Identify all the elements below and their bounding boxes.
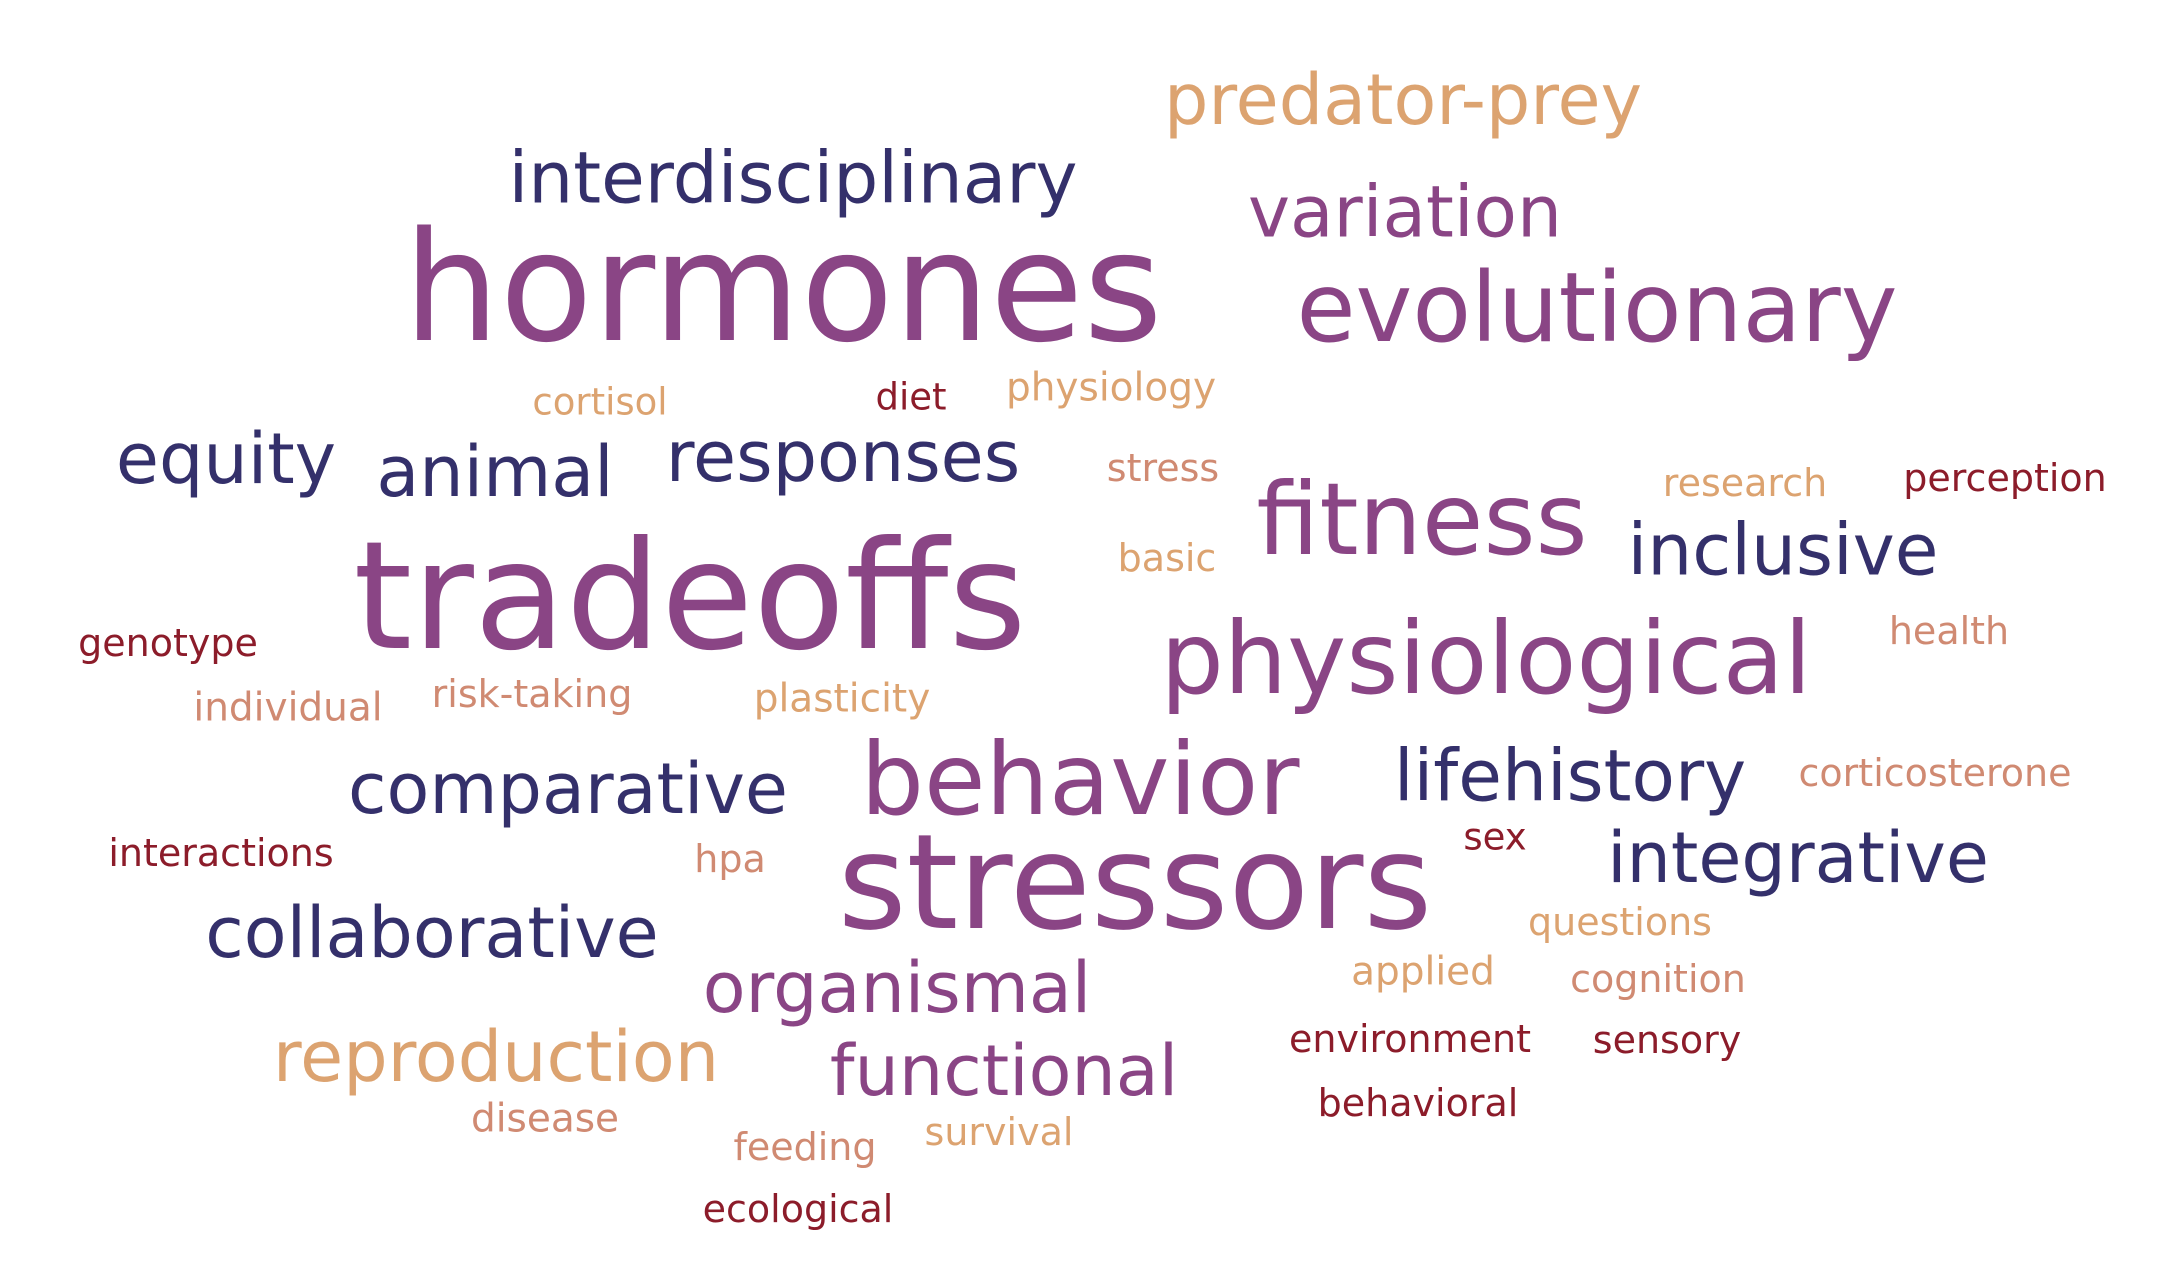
- word-tradeoffs: tradeoffs: [353, 510, 1027, 684]
- word-sensory: sensory: [1592, 1018, 1742, 1062]
- word-diet: diet: [875, 375, 947, 419]
- word-health: health: [1888, 609, 2010, 653]
- word-sex: sex: [1463, 815, 1527, 859]
- word-stress: stress: [1106, 446, 1220, 490]
- word-interactions: interactions: [108, 831, 334, 875]
- word-animal: animal: [376, 431, 614, 513]
- word-behavior: behavior: [860, 721, 1300, 838]
- word-plasticity: plasticity: [753, 676, 931, 722]
- word-environment: environment: [1288, 1017, 1532, 1061]
- word-fitness: fitness: [1256, 461, 1588, 578]
- word-applied: applied: [1351, 949, 1495, 995]
- word-functional: functional: [829, 1030, 1179, 1112]
- word-variation: variation: [1248, 170, 1562, 254]
- word-hpa: hpa: [694, 837, 766, 881]
- word-physiology: physiology: [1005, 365, 1217, 411]
- word-reproduction: reproduction: [272, 1016, 720, 1098]
- word-physiological: physiological: [1160, 600, 1812, 717]
- word-risk-taking: risk-taking: [431, 672, 633, 716]
- word-research: research: [1662, 461, 1828, 505]
- word-ecological: ecological: [702, 1187, 894, 1231]
- word-hormones: hormones: [403, 199, 1163, 376]
- word-cognition: cognition: [1570, 957, 1746, 1001]
- word-equity: equity: [115, 418, 337, 500]
- word-questions: questions: [1528, 900, 1712, 944]
- word-inclusive: inclusive: [1627, 508, 1939, 592]
- word-lifehistory: lifehistory: [1393, 734, 1747, 818]
- word-corticosterone: corticosterone: [1798, 751, 2072, 795]
- word-disease: disease: [470, 1096, 620, 1142]
- word-organismal: organismal: [702, 947, 1092, 1029]
- word-survival: survival: [924, 1110, 1074, 1154]
- word-behavioral: behavioral: [1317, 1081, 1519, 1125]
- word-predator-prey: predator-prey: [1163, 59, 1643, 141]
- word-collaborative: collaborative: [205, 892, 659, 974]
- word-cortisol: cortisol: [532, 380, 668, 424]
- word-stressors: stressors: [837, 806, 1433, 960]
- word-responses: responses: [665, 416, 1021, 498]
- word-perception: perception: [1903, 456, 2107, 500]
- word-integrative: integrative: [1607, 817, 1989, 899]
- word-interdisciplinary: interdisciplinary: [508, 136, 1078, 220]
- word-feeding: feeding: [733, 1125, 877, 1169]
- word-basic: basic: [1117, 536, 1217, 580]
- word-genotype: genotype: [78, 621, 258, 665]
- word-individual: individual: [193, 685, 383, 731]
- word-evolutionary: evolutionary: [1296, 252, 1898, 364]
- word-comparative: comparative: [348, 748, 788, 830]
